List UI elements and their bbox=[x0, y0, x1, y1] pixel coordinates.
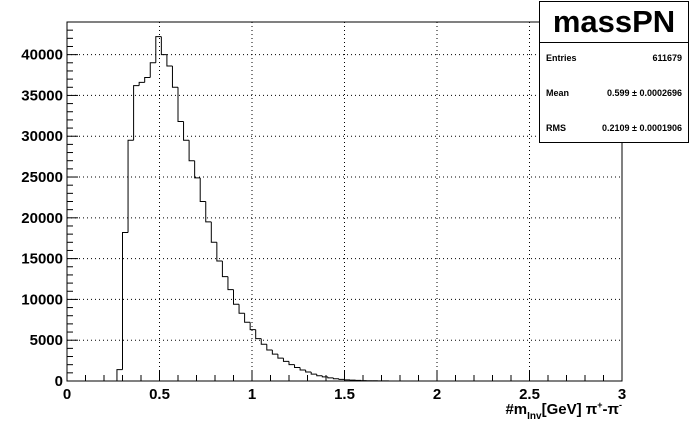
histogram-bin bbox=[299, 367, 306, 371]
axis-ticks bbox=[66, 21, 623, 382]
histogram-bin bbox=[338, 378, 345, 380]
x-tick-label: 0 bbox=[63, 386, 71, 403]
histogram-bin bbox=[255, 329, 262, 340]
stats-value-mean: 0.599 ± 0.0002696 bbox=[606, 88, 682, 98]
x-tick-label: 0.5 bbox=[149, 386, 170, 403]
histogram-bin bbox=[266, 344, 273, 351]
stats-value-entries: 611679 bbox=[652, 53, 682, 63]
histogram-bin bbox=[205, 201, 212, 223]
histogram-bin bbox=[144, 76, 151, 83]
stats-key-mean: Mean bbox=[546, 88, 570, 98]
y-tick-label: 35000 bbox=[21, 87, 63, 104]
x-tick-label: 1.5 bbox=[334, 386, 355, 403]
histogram-bin bbox=[233, 289, 240, 305]
histogram-bin bbox=[327, 376, 334, 379]
histogram-bin bbox=[288, 361, 295, 366]
x-tick-label: 3 bbox=[618, 386, 626, 403]
histogram-bin bbox=[177, 87, 184, 123]
stats-row-mean: Mean 0.599 ± 0.0002696 bbox=[540, 88, 688, 102]
stats-key-entries: Entries bbox=[546, 53, 577, 63]
histogram-bin bbox=[316, 374, 323, 377]
stats-value-rms: 0.2109 ± 0.0001906 bbox=[601, 123, 682, 133]
histogram-bin bbox=[282, 358, 289, 362]
histogram-bin bbox=[138, 81, 145, 86]
stats-row-rms: RMS 0.2109 ± 0.0001906 bbox=[540, 123, 688, 137]
histogram-bin bbox=[260, 338, 267, 345]
x-axis-title-rest: [GeV] π bbox=[542, 401, 598, 418]
plot-frame bbox=[66, 21, 623, 382]
histogram-bin bbox=[227, 276, 234, 291]
tick-labels: 0 0.5 1 1.5 2 2.5 3 0 5000 10000 15000 20000 25000 30… bbox=[21, 47, 626, 403]
histogram-bin bbox=[305, 369, 312, 373]
histogram-bin bbox=[294, 364, 301, 369]
x-tick-label: 1 bbox=[248, 386, 256, 403]
x-axis-title-sub: Inv bbox=[527, 411, 542, 422]
histogram-bin bbox=[194, 160, 201, 179]
histogram-bin bbox=[271, 349, 278, 355]
histogram-bin bbox=[166, 54, 173, 67]
histogram-bin bbox=[210, 221, 217, 243]
x-axis-title: #mInv[GeV] π+-π- bbox=[505, 400, 622, 422]
x-axis-title-sup1: + bbox=[597, 400, 602, 410]
histogram-bin bbox=[277, 354, 284, 359]
histogram-bin bbox=[133, 85, 140, 141]
histogram-bin bbox=[127, 139, 134, 233]
stats-title: massPN bbox=[540, 2, 688, 43]
histogram-bin bbox=[249, 322, 256, 331]
histogram-bin bbox=[188, 140, 195, 162]
y-tick-label: 10000 bbox=[21, 291, 63, 308]
stats-box: massPN Entries 611679 Mean 0.599 ± 0.000… bbox=[539, 1, 689, 143]
histogram-bin bbox=[238, 304, 245, 314]
stats-row-entries: Entries 611679 bbox=[540, 53, 688, 67]
histogram-bin bbox=[310, 372, 317, 375]
histogram-bin bbox=[122, 232, 129, 370]
x-tick-label: 2.5 bbox=[519, 386, 540, 403]
histogram-bin bbox=[171, 66, 178, 88]
y-tick-label: 25000 bbox=[21, 169, 63, 186]
y-tick-label: 5000 bbox=[30, 332, 63, 349]
y-tick-label: 40000 bbox=[21, 47, 63, 64]
histogram-bars bbox=[116, 36, 390, 382]
histogram-bin bbox=[183, 121, 190, 141]
histogram-bin bbox=[216, 242, 223, 262]
x-tick-label: 2 bbox=[433, 386, 441, 403]
y-tick-label: 20000 bbox=[21, 210, 63, 227]
histogram-bin bbox=[199, 177, 206, 202]
histogram-bin bbox=[149, 62, 156, 78]
y-tick-label: 0 bbox=[55, 373, 63, 390]
histogram-bin bbox=[332, 377, 339, 380]
x-axis-title-sup2: - bbox=[619, 400, 622, 410]
y-tick-label: 15000 bbox=[21, 251, 63, 268]
histogram-bin bbox=[321, 375, 328, 378]
histogram-bin bbox=[155, 36, 162, 63]
histogram-bin bbox=[221, 261, 228, 278]
x-axis-title-main: #m bbox=[505, 401, 527, 418]
histogram-bin bbox=[244, 313, 251, 323]
gridlines bbox=[67, 22, 622, 381]
stats-key-rms: RMS bbox=[546, 123, 566, 133]
histogram-bin bbox=[160, 36, 167, 56]
histogram-bin bbox=[116, 369, 123, 381]
y-tick-label: 30000 bbox=[21, 128, 63, 145]
x-axis-title-dash: -π bbox=[603, 401, 620, 418]
